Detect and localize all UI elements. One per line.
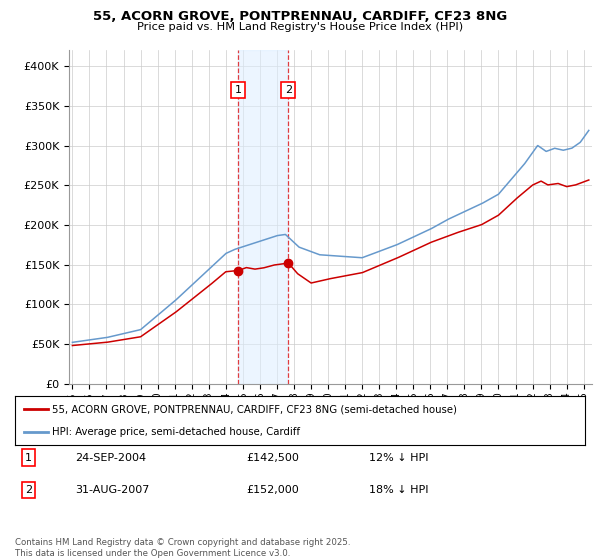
Text: £142,500: £142,500: [246, 452, 299, 463]
Bar: [238, 50, 289, 384]
Text: 1: 1: [25, 452, 32, 463]
Text: 55, ACORN GROVE, PONTPRENNAU, CARDIFF, CF23 8NG (semi-detached house): 55, ACORN GROVE, PONTPRENNAU, CARDIFF, C…: [52, 404, 457, 414]
Text: 31-AUG-2007: 31-AUG-2007: [75, 485, 149, 495]
Text: 1: 1: [235, 85, 242, 95]
Text: 18% ↓ HPI: 18% ↓ HPI: [369, 485, 428, 495]
Text: 2: 2: [285, 85, 292, 95]
Text: Price paid vs. HM Land Registry's House Price Index (HPI): Price paid vs. HM Land Registry's House …: [137, 22, 463, 32]
Text: 24-SEP-2004: 24-SEP-2004: [75, 452, 146, 463]
Text: 12% ↓ HPI: 12% ↓ HPI: [369, 452, 428, 463]
Text: Contains HM Land Registry data © Crown copyright and database right 2025.
This d: Contains HM Land Registry data © Crown c…: [15, 538, 350, 558]
Text: 2: 2: [25, 485, 32, 495]
Text: HPI: Average price, semi-detached house, Cardiff: HPI: Average price, semi-detached house,…: [52, 427, 300, 437]
Text: £152,000: £152,000: [246, 485, 299, 495]
Text: 55, ACORN GROVE, PONTPRENNAU, CARDIFF, CF23 8NG: 55, ACORN GROVE, PONTPRENNAU, CARDIFF, C…: [93, 10, 507, 22]
